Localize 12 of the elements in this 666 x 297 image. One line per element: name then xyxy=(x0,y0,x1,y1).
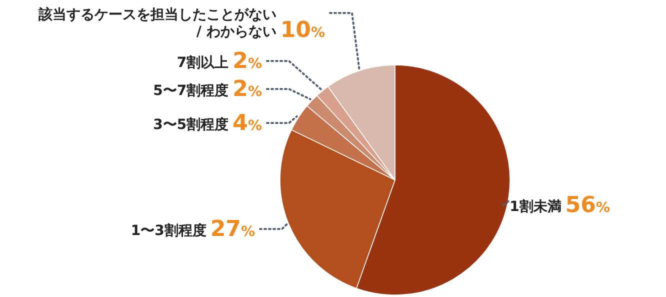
slice-label: 7割以上 xyxy=(176,54,229,71)
slice-label: 該当するケースを担当したことがない / わからない xyxy=(37,6,276,40)
slice-label: 3〜5割程度 xyxy=(153,116,229,133)
data-label: 4% xyxy=(232,111,262,136)
data-label: 56% xyxy=(565,193,610,218)
data-label: 2% xyxy=(232,49,262,74)
data-label: 27% xyxy=(210,217,255,242)
slice-label: 1割未満 xyxy=(510,198,562,215)
data-label: 10% xyxy=(280,18,325,43)
data-label: 2% xyxy=(232,77,262,102)
slice-label: 1〜3割程度 xyxy=(130,222,206,239)
slice-label: 5〜7割程度 xyxy=(153,82,229,99)
